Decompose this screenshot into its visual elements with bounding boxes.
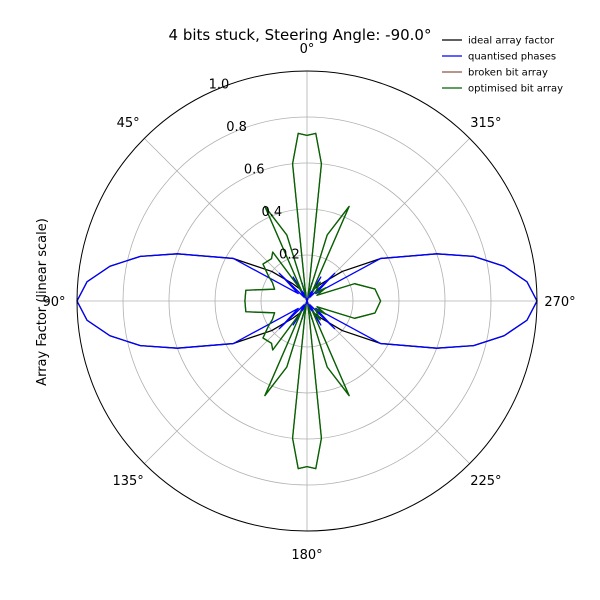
theta-tick-label-4: 180° <box>291 548 322 563</box>
r-tick-label-2: 0.6 <box>244 163 265 178</box>
theta-tick-label-3: 135° <box>112 474 143 489</box>
legend-label-2: broken bit array <box>468 68 548 79</box>
y-axis-label: Array Factor (linear scale) <box>35 218 50 386</box>
polar-frame <box>76 70 538 532</box>
r-tick-label-4: 1.0 <box>209 78 230 93</box>
legend-label-3: optimised bit array <box>468 84 563 95</box>
axis-labels: 0° 45° 90° 135° 180° 225° 270° 315° 0.2 0.4 0.6 0.8… <box>42 42 575 563</box>
theta-tick-label-5: 225° <box>470 474 501 489</box>
r-tick-label-3: 0.8 <box>226 120 247 135</box>
legend: ideal array factor quantised phases broken… <box>442 36 563 95</box>
r-tick-label-0: 0.2 <box>279 248 300 263</box>
theta-tick-label-6: 270° <box>544 295 575 310</box>
legend-label-1: quantised phases <box>468 52 556 63</box>
series-layer <box>76 132 538 470</box>
theta-tick-label-1: 45° <box>117 116 140 131</box>
legend-label-0: ideal array factor <box>468 36 555 47</box>
theta-tick-label-0: 0° <box>300 42 315 57</box>
theta-tick-label-7: 315° <box>470 116 501 131</box>
r-tick-label-1: 0.4 <box>261 205 282 220</box>
series-line-1 <box>76 253 538 349</box>
theta-tick-label-2: 90° <box>42 295 65 310</box>
series-line-3 <box>244 132 382 470</box>
chart-title: 4 bits stuck, Steering Angle: -90.0° <box>169 26 432 44</box>
